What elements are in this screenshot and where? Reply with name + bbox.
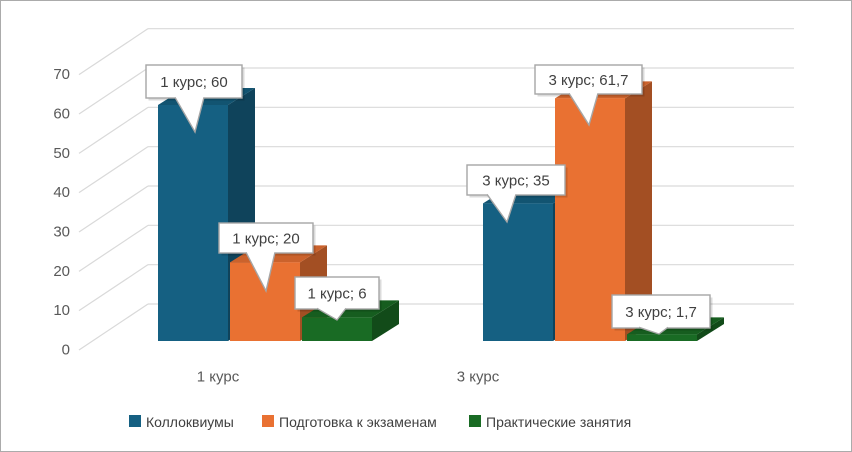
data-label-callout[interactable]: 1 курс; 20 <box>218 222 316 294</box>
callout-pointer-outline <box>174 96 205 134</box>
callout-pointer-outline <box>638 326 669 335</box>
y-tick-depth-line <box>78 185 149 233</box>
y-axis-tick-label[interactable]: 10 <box>53 302 70 319</box>
y-tick-depth-line <box>78 146 149 194</box>
y-axis-tick-label[interactable]: 50 <box>53 145 70 162</box>
legend-swatch <box>129 415 141 427</box>
y-tick-depth-line <box>78 303 149 351</box>
y-tick-depth-line <box>78 106 149 154</box>
bar-side-face <box>625 81 652 341</box>
legend-item-практические-занятия[interactable]: Практические занятия <box>469 414 631 430</box>
y-tick-depth-line <box>78 264 149 312</box>
data-label-callout[interactable]: 3 курс; 61,7 <box>534 64 645 127</box>
y-axis-tick-label[interactable]: 30 <box>53 224 70 241</box>
legend-swatch <box>469 415 481 427</box>
x-axis-category-label[interactable]: 3 курс <box>457 369 500 386</box>
callout-pointer-outline <box>245 251 276 294</box>
y-tick-depth-line <box>78 224 149 272</box>
callout-box <box>466 164 566 196</box>
legend-label: Коллоквиумы <box>146 414 234 430</box>
bar-side-face <box>697 317 724 341</box>
bar-side-face <box>372 300 399 341</box>
data-label-text: 3 курс; 1,7 <box>625 304 697 321</box>
y-axis-tick-label[interactable]: 20 <box>53 263 70 280</box>
legend-label: Практические занятия <box>486 414 631 430</box>
y-tick-depth-line <box>78 67 149 115</box>
callout-box <box>534 64 643 95</box>
y-axis-tick-label[interactable]: 60 <box>53 106 70 123</box>
data-label-text: 3 курс; 35 <box>482 173 549 190</box>
data-label-callout[interactable]: 3 курс; 1,7 <box>611 294 713 335</box>
callout-box <box>145 64 243 99</box>
callout-pointer-outline <box>316 307 347 321</box>
bar-front-face <box>158 105 228 341</box>
bar-front-face <box>627 334 697 341</box>
data-label-text: 1 курс; 60 <box>160 74 227 91</box>
x-axis-category-label[interactable]: 1 курс <box>197 369 240 386</box>
y-axis-tick-label[interactable]: 40 <box>53 184 70 201</box>
legend-swatch <box>262 415 274 427</box>
legend-label: Подготовка к экзаменам <box>279 414 437 430</box>
callout-pointer-outline <box>486 193 517 224</box>
bar-front-face <box>302 317 372 341</box>
y-axis-tick-label[interactable]: 70 <box>53 66 70 83</box>
data-label-callout[interactable]: 3 курс; 35 <box>466 164 568 224</box>
data-label-text: 1 курс; 6 <box>307 286 366 303</box>
y-axis-tick-label[interactable]: 0 <box>62 342 70 359</box>
callout-pointer-outline <box>568 92 599 127</box>
data-label-text: 1 курс; 20 <box>232 231 299 248</box>
data-label-callout[interactable]: 1 курс; 60 <box>145 64 245 134</box>
legend-item-подготовка-к-экзаменам[interactable]: Подготовка к экзаменам <box>262 414 437 430</box>
data-label-text: 3 курс; 61,7 <box>549 72 629 89</box>
data-label-callout[interactable]: 1 курс; 6 <box>294 276 382 321</box>
callout-box <box>294 276 380 310</box>
callout-box <box>218 222 314 254</box>
y-tick-depth-line <box>78 28 149 76</box>
bar-front-face <box>483 203 553 341</box>
legend-item-коллоквиумы[interactable]: Коллоквиумы <box>129 414 234 430</box>
